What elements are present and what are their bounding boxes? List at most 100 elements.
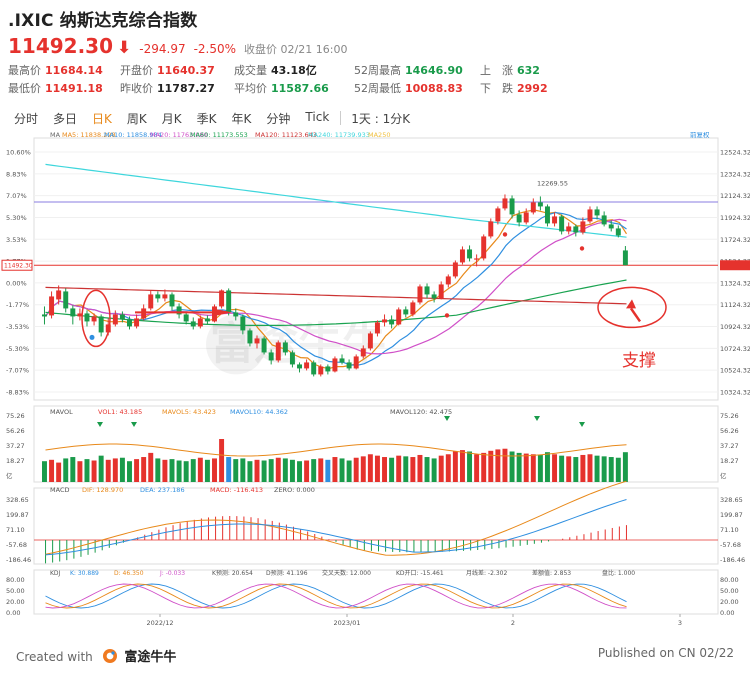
candle-body	[573, 226, 579, 233]
support-arrow	[626, 299, 636, 309]
vol-legend-name: MAVOL	[50, 408, 73, 416]
volume-bar	[91, 460, 97, 482]
left-axis-tick: 5.30%	[6, 214, 27, 222]
right-axis-tick: 11924.32	[720, 214, 750, 222]
tab-2[interactable]: 日K	[92, 112, 112, 126]
volume-bar	[162, 459, 168, 482]
kdj-axis-tick: 20.00	[6, 598, 25, 606]
vol-legend-mavol5: MAVOL5: 43.423	[162, 408, 216, 416]
candle-body	[410, 302, 416, 315]
tab-8[interactable]: Tick	[305, 110, 330, 124]
kdj-axis-tick: 50.00	[720, 587, 739, 595]
candle-body	[282, 342, 288, 353]
kdj-axis-tick: 80.00	[720, 576, 739, 584]
date-label: 3	[678, 619, 682, 627]
candle-body	[608, 224, 614, 229]
date-label: 2023/01	[333, 619, 360, 627]
volume-bar	[601, 456, 607, 482]
volume-bar	[474, 454, 480, 482]
signal-dot	[502, 232, 508, 237]
left-axis-tick: 10.60%	[6, 149, 31, 157]
tab-1[interactable]: 多日	[53, 112, 78, 126]
candle-body	[523, 212, 529, 223]
left-axis-tick: -1.77%	[6, 301, 29, 309]
volume-bar	[268, 459, 274, 482]
volume-bar	[573, 457, 579, 482]
candle-body	[396, 309, 402, 325]
legend-ma250: MA250	[368, 132, 390, 139]
left-axis-tick: 0.00%	[6, 279, 27, 287]
candle-body	[431, 294, 437, 299]
volume-bar	[516, 452, 522, 482]
volume-bar	[134, 459, 140, 482]
volume-bar	[417, 454, 423, 482]
tab-0[interactable]: 分时	[14, 112, 39, 126]
candle-body	[275, 342, 281, 361]
volume-bar	[452, 451, 458, 482]
price-change-pct: -2.50%	[193, 42, 237, 56]
volume-bar	[325, 459, 331, 482]
volume-bar	[396, 455, 402, 482]
tab-3[interactable]: 周K	[126, 112, 147, 126]
panel-frame	[33, 569, 719, 615]
candle-body	[254, 338, 260, 344]
legend-ma10: MA10: 11858.984	[104, 132, 162, 139]
volume-bar	[559, 455, 565, 482]
volume-bar	[63, 458, 69, 482]
candle-body	[84, 313, 90, 322]
brand-name: 富途牛牛	[124, 650, 177, 665]
chart-area[interactable]: MA MA5: 11838.228 MA10: 11858.984 MA20: 117…	[0, 130, 750, 632]
stat-label: 52周最高	[354, 64, 401, 77]
highlight-ellipse-left	[81, 289, 111, 348]
stat-cell: 开盘价 11640.37	[120, 62, 234, 80]
tab-7[interactable]: 分钟	[266, 112, 291, 126]
vol-signal-icon	[97, 422, 103, 427]
macd-legend-dea: DEA: 237.186	[140, 486, 185, 494]
macd-axis-tick: 328.65	[720, 496, 743, 504]
left-axis-tick: -3.53%	[6, 323, 29, 331]
stat-label: 52周最低	[354, 82, 401, 95]
footer: Created with 富途牛牛 Published on CN 02/22	[0, 640, 750, 670]
kdj-legend-d: D: 46.350	[114, 570, 144, 577]
kdj-axis-tick: 0.00	[6, 609, 20, 617]
tab-5[interactable]: 季K	[196, 112, 217, 126]
left-axis-tick: 3.53%	[6, 236, 27, 244]
stats-row: 最低价 11491.18 昨收价 11787.27 平均价 11587.66 52周最低 10…	[8, 80, 548, 98]
created-with: Created with 富途牛牛	[16, 646, 176, 665]
macd-dif-line	[45, 480, 627, 556]
candle-body	[566, 226, 572, 232]
volume-bar	[112, 458, 118, 482]
last-price-tag-right	[720, 260, 750, 271]
tab-4[interactable]: 月K	[161, 112, 182, 126]
volume-bar	[204, 459, 210, 482]
vol-axis-tick: 亿	[6, 471, 13, 480]
tab-9[interactable]: 1天 : 1分K	[351, 112, 411, 126]
candle-body	[601, 215, 607, 225]
stat-value: 632	[517, 64, 540, 77]
stat-label: 上 涨	[480, 64, 513, 77]
kdj-legend-kd: KD开口: -15.461	[396, 570, 444, 577]
volume-bar	[615, 457, 621, 482]
candle-body	[289, 352, 295, 365]
candle-body	[502, 198, 508, 209]
trend-arrow	[135, 308, 232, 317]
candle-body	[304, 362, 310, 369]
volume-bar	[403, 456, 409, 482]
vol-signal-icon	[534, 416, 540, 421]
vol-axis-tick: 75.26	[720, 412, 739, 420]
candle-body	[169, 294, 175, 307]
mavol5-line	[45, 443, 627, 457]
kdj-legend-kpre: K预测: 20.654	[212, 569, 253, 577]
tab-6[interactable]: 年K	[231, 112, 252, 126]
volume-bar	[488, 450, 494, 482]
volume-bar	[410, 457, 416, 482]
volume-bar	[226, 457, 232, 482]
volume-bar	[502, 448, 508, 482]
candle-body	[339, 358, 345, 363]
candle-body	[417, 286, 423, 303]
candle-body	[91, 316, 97, 322]
volume-bar	[552, 454, 558, 482]
right-axis-tick: 11724.32	[720, 236, 750, 244]
volume-bar	[254, 459, 260, 482]
